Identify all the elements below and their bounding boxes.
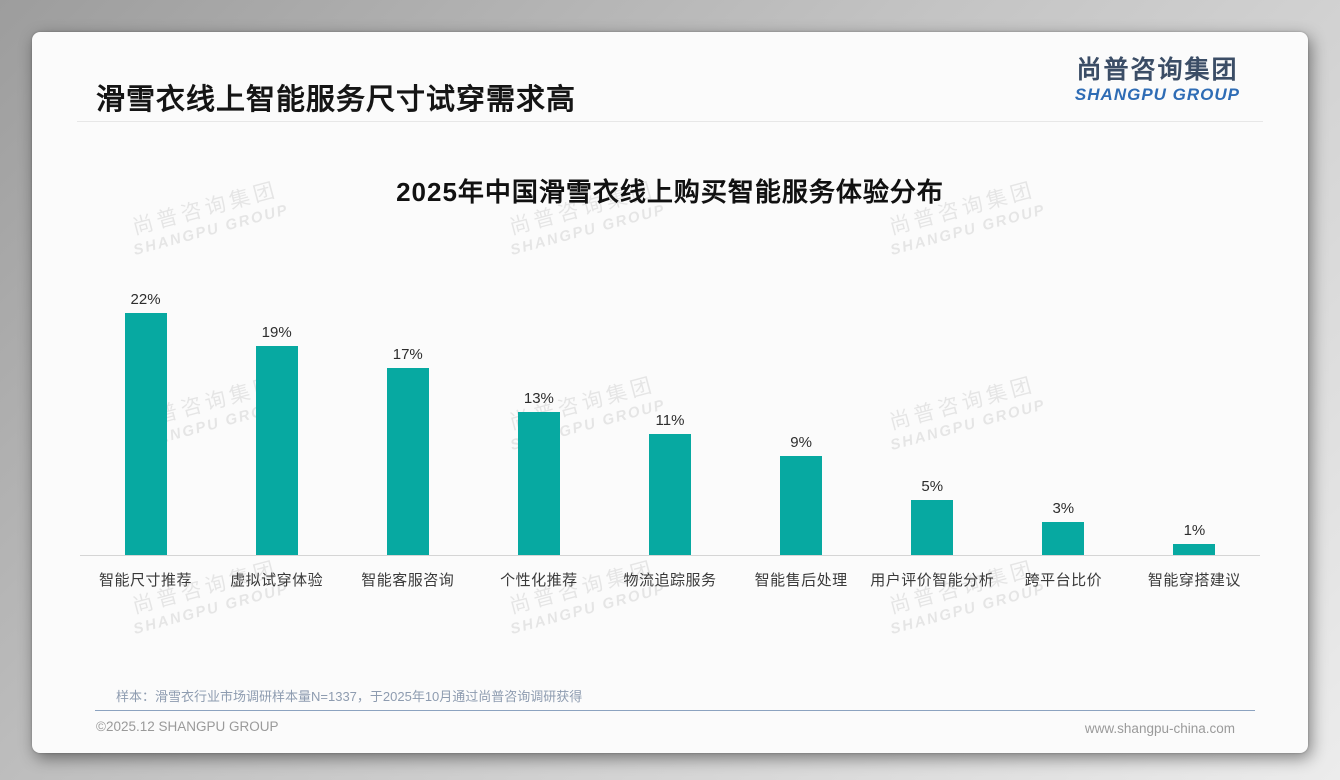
category-label: 跨平台比价 <box>1024 572 1103 589</box>
bar-value-label: 1% <box>1183 522 1206 539</box>
bar <box>517 412 560 555</box>
category-axis: 智能尺寸推荐 虚拟试穿体验 智能客服咨询 个性化推荐 物流追踪服务 智能售后处理 用户评价智… <box>80 569 1260 590</box>
bar-value-label: 19% <box>261 324 292 341</box>
category-label: 智能穿搭建议 <box>1147 572 1241 589</box>
bar-value-label: 3% <box>1052 500 1075 517</box>
category-label: 智能尺寸推荐 <box>99 572 193 589</box>
sample-note: 样本：滑雪衣行业市场调研样本量N=1337，于2025年10月通过尚普咨询调研获… <box>116 689 583 704</box>
bar-value-label: 11% <box>655 412 685 429</box>
bar <box>386 368 429 555</box>
bar-value-label: 22% <box>130 291 161 308</box>
bar-column: 13% <box>473 390 604 555</box>
bar <box>911 500 954 555</box>
bar <box>1042 522 1085 555</box>
footer-website: www.shangpu-china.com <box>1084 721 1235 736</box>
bar-column: 1% <box>1129 522 1260 555</box>
logo-english-text: SHANGPU GROUP <box>1074 84 1240 104</box>
bar-value-label: 13% <box>523 390 554 407</box>
bar <box>780 456 823 555</box>
bar-plot: 22% 19% 17% 13% 11% 9% 5% 3% 1% <box>80 287 1260 556</box>
bar-column: 22% <box>80 291 211 555</box>
bar <box>255 346 298 555</box>
bar-column: 9% <box>736 434 867 555</box>
logo-chinese-text: 尚普咨询集团 <box>1076 56 1239 84</box>
bar-column: 3% <box>998 500 1129 555</box>
chart-title: 2025年中国滑雪衣线上购买智能服务体验分布 <box>396 177 944 207</box>
company-logo: 尚普咨询集团 SHANGPU GROUP <box>1075 56 1240 104</box>
bar-value-label: 17% <box>392 346 423 363</box>
bar-column: 19% <box>211 324 342 555</box>
bar <box>124 313 167 555</box>
bar <box>648 434 691 555</box>
page-title: 滑雪衣线上智能服务尺寸试穿需求高 <box>96 84 577 116</box>
category-label: 物流追踪服务 <box>623 572 717 589</box>
bar-value-label: 5% <box>921 478 944 495</box>
category-label: 虚拟试穿体验 <box>230 572 324 589</box>
bar-column: 11% <box>604 412 735 555</box>
category-label: 个性化推荐 <box>500 572 578 589</box>
footer-copyright: ©2025.12 SHANGPU GROUP <box>96 719 279 734</box>
category-label: 用户评价智能分析 <box>870 572 995 589</box>
slide-card: 尚普咨询集团 SHANGPU GROUP 尚普咨询集团 SHANGPU GROUP 尚普… <box>32 32 1308 753</box>
bar-chart: 2025年中国滑雪衣线上购买智能服务体验分布 22% 19% 17% 13% 11% 9%… <box>80 172 1260 590</box>
title-divider <box>77 121 1263 122</box>
bar-value-label: 9% <box>790 434 812 451</box>
footer-divider <box>95 710 1255 711</box>
bar-column: 17% <box>342 346 473 555</box>
category-label: 智能售后处理 <box>754 572 848 589</box>
bar <box>1173 544 1216 555</box>
category-label: 智能客服咨询 <box>361 572 455 589</box>
bar-column: 5% <box>867 478 998 555</box>
